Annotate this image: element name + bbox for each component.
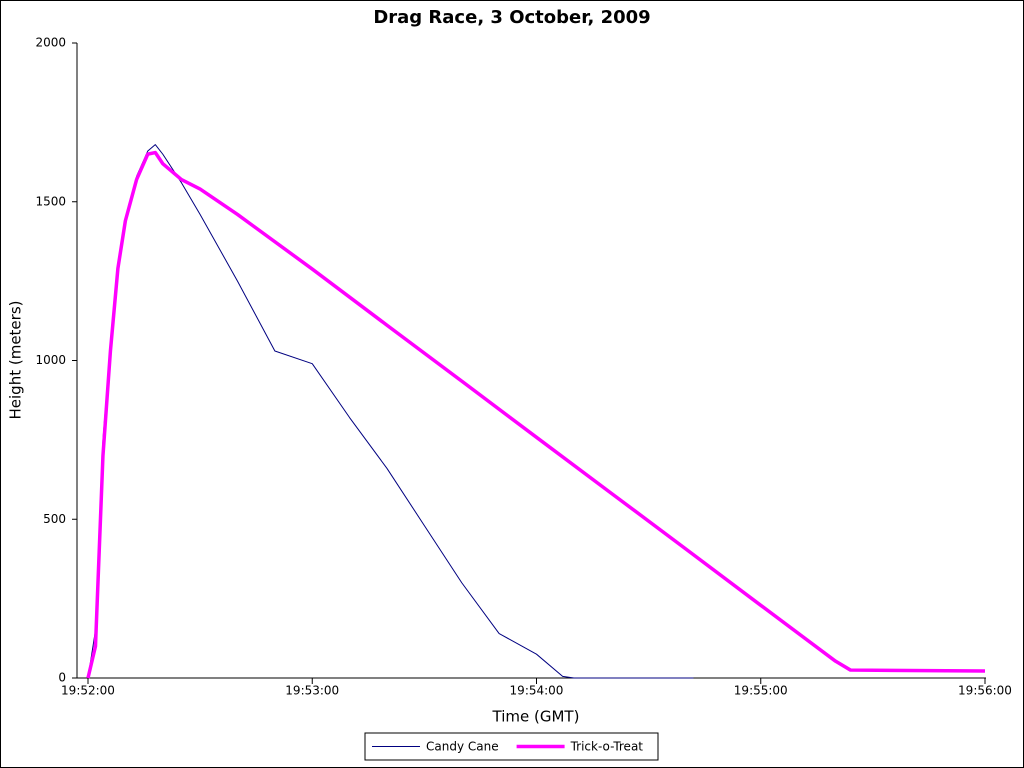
x-tick-label: 19:54:00 [510, 684, 564, 698]
legend-label: Trick-o-Treat [570, 740, 644, 754]
y-tick-label: 2000 [35, 36, 66, 50]
y-tick-label: 0 [58, 671, 66, 685]
x-tick-label: 19:53:00 [285, 684, 339, 698]
legend-label: Candy Cane [426, 740, 499, 754]
series-line [86, 150, 986, 679]
y-axis-label: Height (meters) [7, 301, 25, 420]
x-tick-label: 19:55:00 [734, 684, 788, 698]
y-tick-label: 1500 [35, 194, 66, 208]
x-axis-label: Time (GMT) [492, 708, 580, 726]
x-tick-label: 19:56:00 [958, 684, 1012, 698]
y-tick-label: 500 [43, 512, 66, 526]
chart-title: Drag Race, 3 October, 2009 [373, 7, 650, 28]
x-tick-label: 19:52:00 [61, 684, 115, 698]
y-tick-label: 1000 [35, 353, 66, 367]
